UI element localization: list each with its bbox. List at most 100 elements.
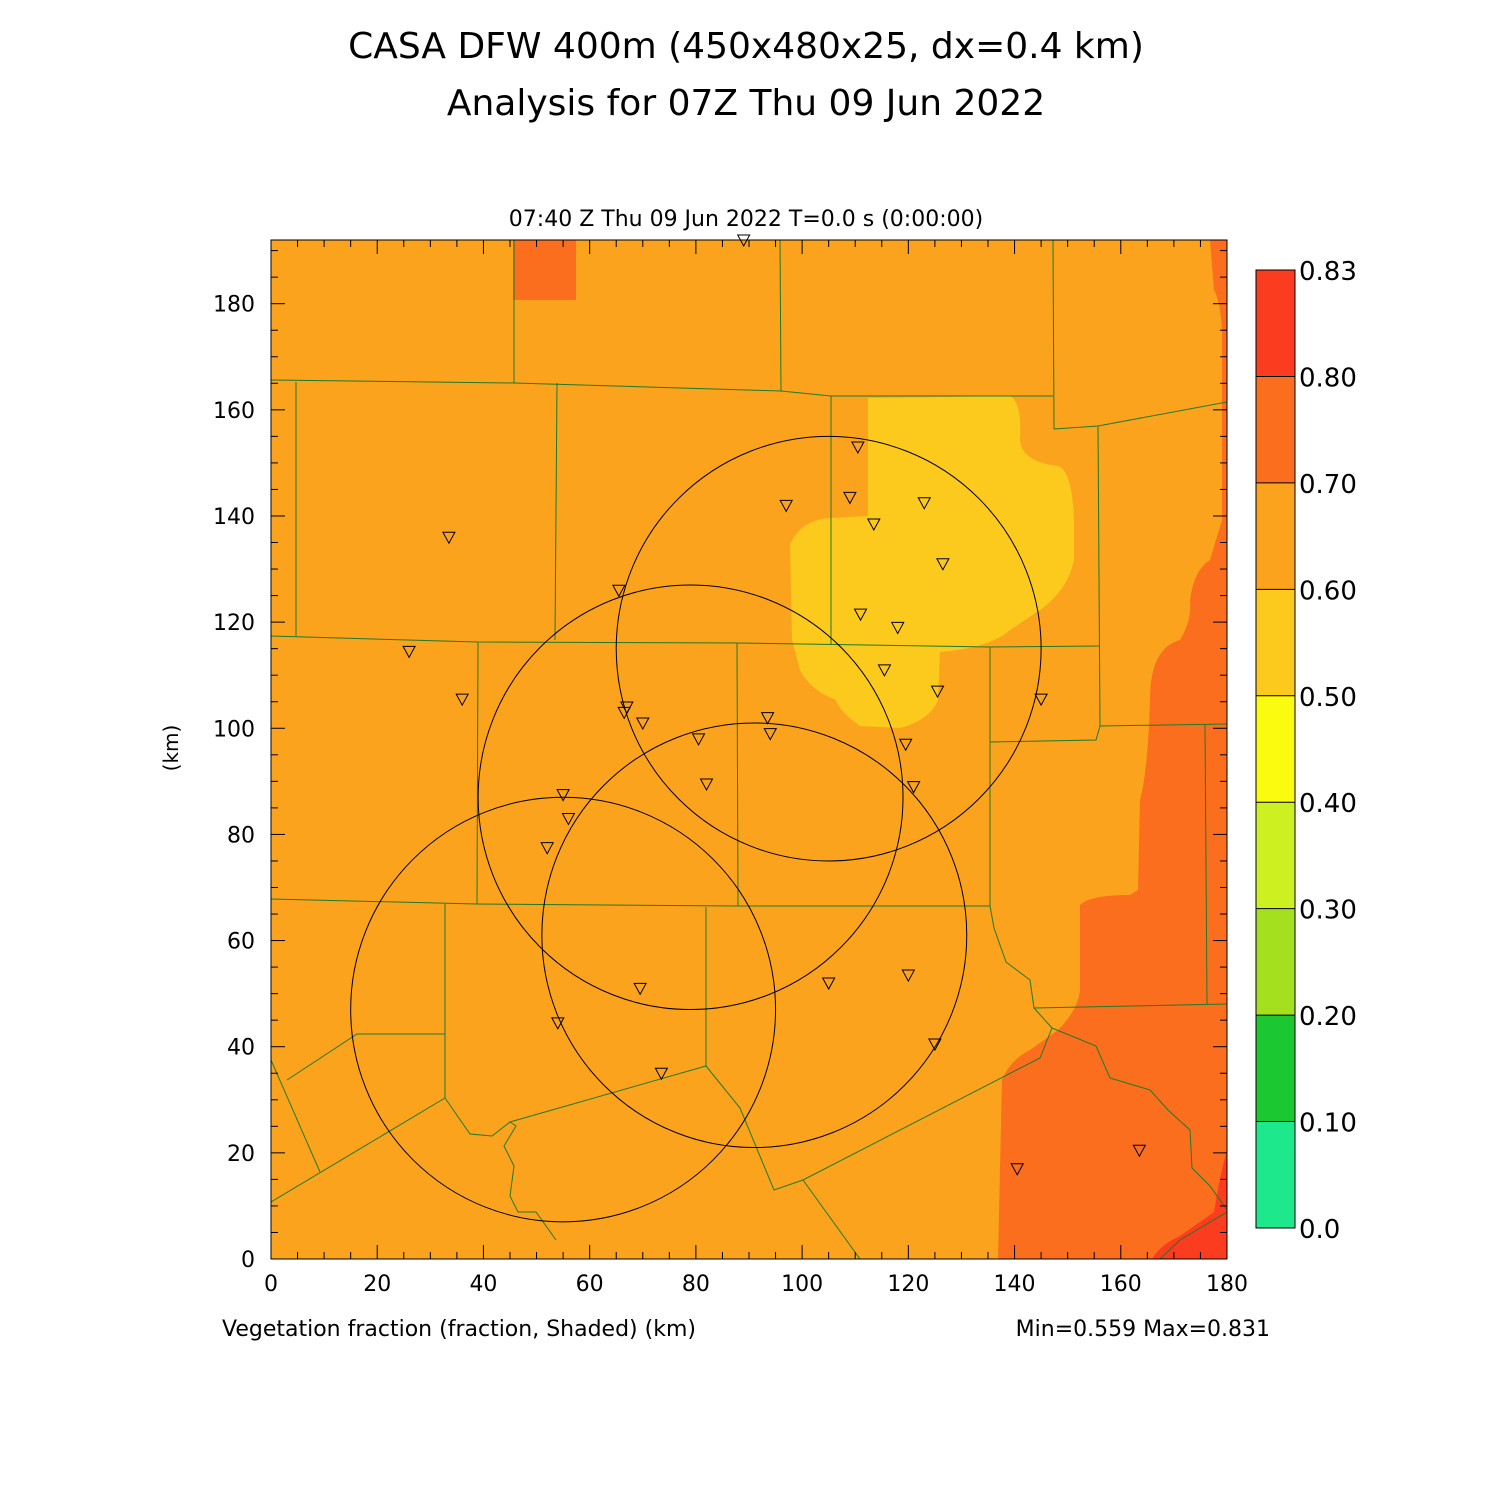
x-tick-label: 140 — [994, 1272, 1036, 1297]
y-tick-label: 160 — [213, 399, 255, 424]
radar-range-ring — [541, 722, 968, 1149]
station-marker-icon — [906, 781, 921, 794]
y-tick-label: 120 — [213, 611, 255, 636]
field-high-region-north — [513, 240, 576, 300]
radar-range-ring — [615, 435, 1042, 862]
county-line — [503, 1121, 557, 1241]
station-marker-icon — [890, 621, 905, 635]
station-marker-icon — [898, 738, 913, 752]
field-high-region-east — [998, 240, 1227, 1259]
station-marker-icon — [853, 608, 868, 622]
county-line — [1159, 1211, 1227, 1259]
colorbar-swatch — [1256, 908, 1295, 1016]
y-tick-label: 20 — [227, 1142, 255, 1167]
colorbar-swatch — [1256, 589, 1295, 696]
station-marker-icon — [556, 789, 570, 802]
county-line — [554, 382, 558, 641]
colorbar-level-label: 0.60 — [1299, 576, 1357, 606]
station-marker-icon — [936, 558, 950, 571]
station-marker-icon — [402, 645, 416, 659]
county-line — [1204, 723, 1208, 1005]
station-marker-icon — [917, 497, 932, 510]
colorbar-level-label: 0.50 — [1299, 683, 1357, 713]
colorbar-swatch — [1256, 695, 1295, 803]
y-axis-tick-labels: 0 20 40 60 80 100 120 140 160 180 — [213, 293, 255, 1273]
station-marker-icon — [654, 1067, 669, 1081]
y-tick-label: 140 — [213, 505, 255, 530]
y-tick-label: 100 — [213, 717, 255, 742]
county-line — [1033, 1003, 1227, 1009]
station-marker-icon — [1034, 693, 1048, 707]
y-axis-label: (km) — [159, 725, 183, 772]
station-marker-icon — [843, 491, 857, 505]
colorbar-swatch — [1256, 802, 1295, 909]
station-marker-icon — [779, 499, 794, 513]
county-line — [271, 635, 1101, 648]
x-tick-label: 0 — [264, 1272, 278, 1297]
station-marker-icon — [540, 842, 555, 855]
station-marker-icon — [699, 778, 714, 792]
radar-range-ring — [350, 796, 777, 1223]
shaded-field — [271, 240, 1227, 1259]
min-max-label: Min=0.559 Max=0.831 — [1016, 1317, 1270, 1342]
radar-range-ring — [477, 584, 904, 1011]
field-highest-region — [1152, 1150, 1227, 1259]
county-line — [989, 905, 1053, 1029]
x-tick-label: 120 — [887, 1272, 929, 1297]
colorbar-level-label: 0.83 — [1299, 257, 1357, 287]
station-marker-icon — [877, 664, 892, 677]
colorbar-swatch — [1256, 482, 1295, 590]
station-marker-icon — [763, 728, 778, 741]
station-marker-icon — [442, 531, 456, 545]
x-tick-label: 40 — [469, 1272, 497, 1297]
county-line — [1052, 240, 1055, 430]
colorbar-swatch — [1256, 270, 1295, 377]
y-tick-label: 80 — [227, 823, 255, 848]
x-axis-tick-labels: 0 20 40 60 80 100 120 140 160 180 — [264, 1272, 1248, 1297]
colorbar-swatch — [1256, 376, 1295, 483]
station-marker-icon — [866, 518, 881, 531]
colorbar-level-label: 0.0 — [1299, 1215, 1340, 1245]
station-marker-icon — [821, 977, 836, 991]
colorbar-level-label: 0.70 — [1299, 470, 1357, 500]
station-marker-icon — [635, 717, 650, 731]
x-tick-label: 160 — [1100, 1272, 1142, 1297]
colorbar-level-label: 0.20 — [1299, 1002, 1357, 1032]
county-line — [989, 723, 1227, 743]
county-line — [476, 641, 479, 905]
county-boundaries — [271, 240, 1227, 1259]
x-tick-label: 60 — [576, 1272, 604, 1297]
axis-ticks — [270, 240, 1228, 1260]
y-tick-label: 40 — [227, 1036, 255, 1061]
title-line-1: CASA DFW 400m (450x480x25, dx=0.4 km) — [348, 26, 1144, 67]
valid-time-label: 07:40 Z Thu 09 Jun 2022 T=0.0 s (0:00:00… — [509, 207, 983, 232]
field-label: Vegetation fraction (fraction, Shaded) (… — [222, 1317, 696, 1342]
colorbar-frame — [1255, 269, 1296, 1229]
colorbar-level-label: 0.10 — [1299, 1109, 1357, 1139]
colorbar-level-label: 0.40 — [1299, 789, 1357, 819]
county-line — [779, 240, 782, 392]
y-tick-label: 60 — [227, 930, 255, 955]
colorbar-swatch — [1256, 1015, 1295, 1122]
x-tick-label: 100 — [781, 1272, 823, 1297]
station-marker-icon — [901, 969, 916, 983]
county-line — [1051, 1027, 1227, 1211]
colorbar-level-label: 0.80 — [1299, 363, 1357, 393]
county-line — [271, 379, 1053, 397]
station-marker-icon — [1132, 1144, 1147, 1158]
station-marker-icon — [760, 712, 775, 725]
station-marker-icon — [617, 706, 632, 720]
county-line — [736, 642, 739, 907]
x-tick-label: 180 — [1206, 1272, 1248, 1297]
y-tick-label: 0 — [241, 1248, 255, 1273]
county-line — [271, 898, 990, 907]
county-line — [802, 1179, 861, 1259]
colorbar-level-label: 0.30 — [1299, 896, 1357, 926]
station-marker-icon — [691, 733, 706, 746]
station-marker-icon — [1010, 1163, 1025, 1176]
station-marker-icon — [561, 812, 576, 826]
x-tick-label: 20 — [363, 1272, 391, 1297]
county-line — [286, 1033, 445, 1081]
x-tick-label: 80 — [682, 1272, 710, 1297]
